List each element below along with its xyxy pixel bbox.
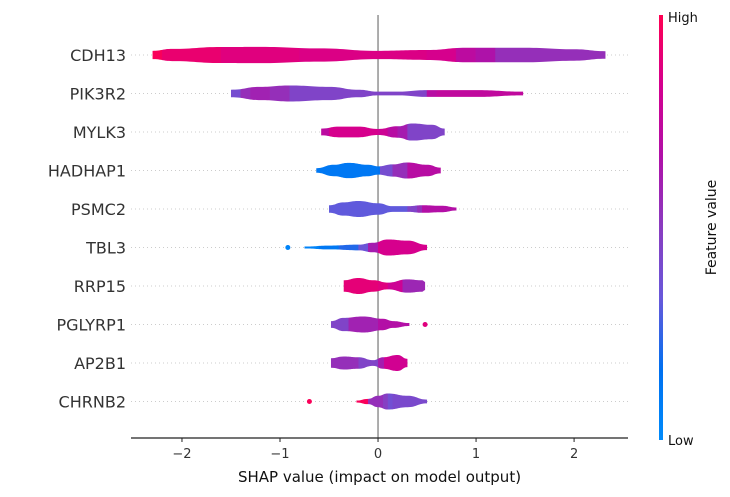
violin-pik3r2 — [230, 85, 524, 102]
feature-label: PSMC2 — [71, 200, 126, 219]
x-axis-label: SHAP value (impact on model output) — [238, 468, 521, 486]
colorbar: High Low Feature value — [659, 11, 720, 449]
feature-label: RRP15 — [74, 277, 126, 296]
violins — [152, 46, 606, 410]
colorbar-low-label: Low — [668, 434, 694, 449]
row-guides — [131, 54, 628, 402]
violin-rrp15 — [343, 278, 426, 294]
feature-label: TBL3 — [85, 239, 126, 258]
feature-labels: CDH13 PIK3R2 MYLK3 HADHAP1 PSMC2 TBL3 RRP15 PGL… — [48, 46, 126, 412]
outlier-point — [285, 245, 291, 250]
feature-label: PIK3R2 — [70, 85, 126, 104]
outlier-point — [306, 399, 312, 404]
x-tick-label: −2 — [172, 447, 191, 462]
violin-tbl3 — [304, 239, 428, 256]
colorbar-high-label: High — [668, 11, 698, 26]
feature-label: HADHAP1 — [48, 162, 126, 181]
x-tick-label: −1 — [270, 447, 289, 462]
violin-cdh13 — [152, 46, 606, 64]
feature-label: AP2B1 — [74, 354, 126, 373]
colorbar-gradient — [659, 15, 663, 440]
feature-label: CHRNB2 — [59, 393, 126, 412]
violin-ap2b1 — [330, 355, 408, 371]
violin-hadhap1 — [316, 162, 441, 179]
x-ticks: −2 −1 0 1 2 — [172, 438, 578, 462]
x-tick-label: 0 — [374, 447, 382, 462]
feature-label: MYLK3 — [73, 123, 126, 142]
violin-chrnb2 — [356, 393, 428, 410]
feature-label: PGLYRP1 — [56, 316, 126, 335]
x-tick-label: 1 — [472, 447, 480, 462]
feature-label: CDH13 — [70, 46, 126, 65]
x-tick-label: 2 — [570, 447, 578, 462]
violin-mylk3 — [321, 123, 445, 141]
violin-pglyrp1 — [330, 316, 410, 333]
violin-psmc2 — [329, 201, 457, 217]
colorbar-title: Feature value — [704, 180, 720, 276]
outlier-point — [422, 322, 428, 327]
